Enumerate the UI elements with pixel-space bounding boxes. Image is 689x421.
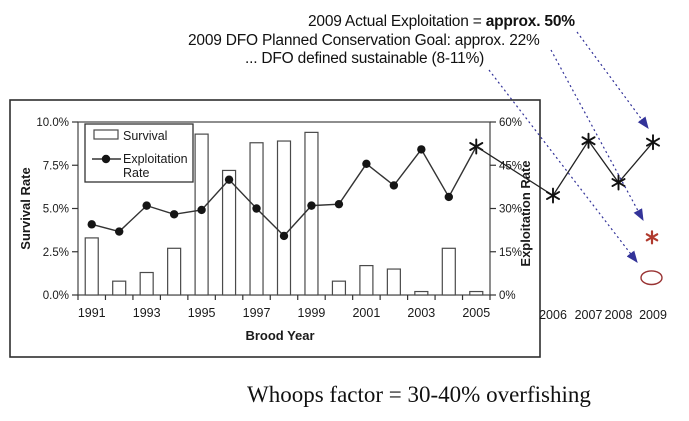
extension-point-asterisk — [581, 136, 596, 146]
exploitation-point-dot — [389, 181, 399, 190]
legend-bar-swatch — [93, 129, 119, 140]
exploitation-point-dot — [252, 204, 261, 213]
exploitation-point-dot — [362, 159, 371, 169]
survival-bar — [167, 247, 182, 296]
annotation-sustainable: ... DFO defined sustainable (8-11%) — [245, 50, 485, 67]
arrow-to-goal-marker — [550, 49, 644, 222]
exploitation-point-dot — [197, 205, 206, 215]
exploitation-point-dot — [334, 199, 344, 209]
survival-bar — [139, 271, 154, 296]
survival-bar — [469, 290, 484, 296]
x-axis-year-label: 1991 — [78, 306, 106, 320]
exploitation-point-dot — [279, 231, 289, 241]
survival-bar — [112, 280, 127, 296]
right-axis-tick-label: 15% — [499, 247, 522, 259]
right-axis-title: Exploitation Rate — [518, 160, 533, 266]
right-axis-tick-label: 45% — [499, 160, 522, 172]
survival-bar — [304, 131, 319, 296]
legend-label-exploitation-rate: Rate — [123, 166, 149, 180]
extension-year-label: 2009 — [639, 308, 667, 322]
legend-label-survival: Survival — [123, 129, 167, 143]
survival-bar — [249, 142, 264, 296]
survival-bar — [221, 169, 237, 296]
exploitation-point-dot — [169, 210, 179, 219]
x-axis-year-label: 2003 — [407, 306, 435, 320]
x-axis-year-label: 2001 — [352, 306, 380, 320]
x-axis-year-label: 1999 — [298, 306, 326, 320]
annotation-actual-value: approx. 50% — [485, 13, 575, 30]
arrow-to-sustainable-marker — [488, 69, 638, 263]
x-axis-year-label: 1995 — [188, 306, 216, 320]
left-axis-tick-label: 7.5% — [43, 160, 69, 172]
survival-bar — [276, 140, 292, 296]
annotation-conservation-goal: 2009 DFO Planned Conservation Goal: appr… — [188, 32, 540, 49]
survival-bar — [194, 133, 209, 296]
sustainable-2009-red-ellipse — [640, 270, 663, 286]
x-axis-year-label: 1993 — [133, 306, 161, 320]
annotation-actual-exploitation: 2009 Actual Exploitation = approx. 50% — [308, 13, 575, 30]
exploitation-point-dot — [444, 192, 453, 202]
survival-bar — [331, 280, 347, 296]
survival-bar — [441, 247, 456, 296]
x-axis-year-label: 2005 — [462, 306, 490, 320]
legend-label-exploitation: Exploitation — [123, 152, 188, 166]
exploitation-point-dot — [417, 145, 426, 154]
survival-bar — [84, 237, 99, 296]
survival-bar — [414, 290, 429, 296]
goal-2009-red-asterisk — [645, 233, 659, 242]
extension-year-label: 2008 — [605, 308, 633, 322]
arrow-to-2009-actual — [576, 31, 649, 129]
left-axis-tick-label: 10.0% — [36, 117, 69, 129]
left-axis-tick-label: 0.0% — [43, 290, 69, 302]
left-axis-title: Survival Rate — [18, 167, 33, 249]
left-axis-tick-label: 5.0% — [43, 204, 69, 216]
legend-dot-swatch — [101, 154, 111, 164]
annotation-actual-prefix: 2009 Actual Exploitation = — [308, 13, 486, 30]
extension-year-label: 2007 — [575, 308, 603, 322]
extension-point-asterisk — [611, 178, 626, 188]
left-axis-tick-label: 2.5% — [43, 247, 69, 259]
x-axis-title: Brood Year — [245, 328, 314, 343]
exploitation-point-dot — [142, 201, 151, 210]
exploitation-point-dot — [224, 175, 234, 184]
footer-caption: Whoops factor = 30-40% overfishing — [247, 382, 591, 407]
exploitation-point-dot — [87, 220, 96, 229]
extension-point-asterisk — [645, 137, 661, 147]
right-axis-tick-label: 30% — [499, 204, 522, 216]
exploitation-point-dot — [115, 227, 124, 236]
exploitation-point-dot — [307, 201, 316, 210]
survival-bar — [386, 268, 401, 296]
right-axis-tick-label: 60% — [499, 117, 522, 129]
right-axis-tick-label: 0% — [499, 290, 516, 302]
extension-year-label: 2006 — [539, 308, 567, 322]
extension-point-asterisk — [545, 191, 561, 200]
x-axis-year-label: 1997 — [243, 306, 271, 320]
survival-bar — [359, 264, 374, 296]
